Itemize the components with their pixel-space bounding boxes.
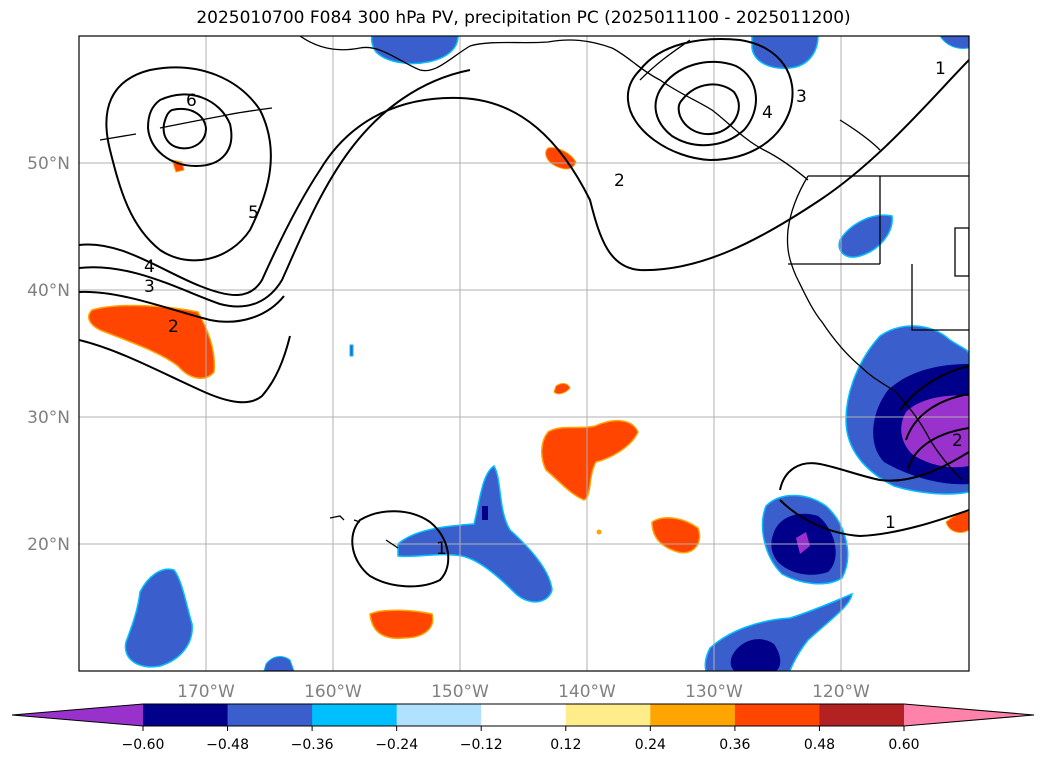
precip-positive-patch	[87, 304, 216, 379]
longitude-labels: 170°W 160°W 150°W 140°W 130°W 120°W	[177, 682, 870, 702]
colorbar-tick-label: −0.12	[460, 737, 503, 753]
colorbar-tick-label: −0.24	[375, 737, 418, 753]
lat-label: 30°N	[27, 408, 70, 428]
colorbar-tick-label: 0.12	[550, 737, 581, 753]
contour-label: 6	[186, 91, 197, 111]
colorbar-segment	[396, 704, 482, 726]
colorbar-segment	[650, 704, 736, 726]
contour-label: 2	[614, 171, 625, 191]
colorbar-segment	[143, 704, 229, 726]
precip-positive-patch	[945, 511, 969, 533]
precip-negative-patch	[939, 36, 969, 49]
lat-label: 20°N	[27, 535, 70, 555]
colorbar-tick-label: −0.48	[206, 737, 249, 753]
precip-negative-patch	[751, 36, 819, 70]
map-frame	[78, 35, 970, 672]
colorbar-segment	[227, 704, 313, 726]
colorbar-tick-label: 0.48	[804, 737, 835, 753]
colorbar-segment	[481, 704, 567, 726]
colorbar-segment	[312, 704, 398, 726]
contour-label: 4	[762, 103, 773, 123]
contour-label: 1	[436, 539, 447, 559]
colorbar-tick-label: −0.36	[291, 737, 334, 753]
contour-label: 3	[144, 277, 155, 297]
precip-negative-patch	[397, 464, 553, 603]
precip-positive-patch	[553, 383, 571, 395]
colorbar-extend-low	[12, 704, 143, 726]
coastlines	[99, 36, 969, 549]
colorbar-tick-label: 0.60	[888, 737, 919, 753]
contour-label: 4	[144, 257, 155, 277]
precip-positive-patch	[369, 609, 434, 640]
lon-label: 150°W	[431, 682, 489, 702]
precip-negative-patch	[730, 639, 781, 671]
contour-label: 3	[796, 87, 807, 107]
lat-label: 40°N	[27, 281, 70, 301]
gridlines	[79, 36, 969, 671]
contour-label: 5	[248, 203, 259, 223]
lon-label: 130°W	[685, 682, 743, 702]
lon-label: 170°W	[177, 682, 235, 702]
pv-contour-labels: 6 5 4 3 2 1 2 3 4 1 1 2	[144, 59, 963, 559]
colorbar-segment	[819, 704, 905, 726]
colorbar-segment	[734, 704, 820, 726]
colorbar-tick-label: −0.60	[122, 737, 165, 753]
contour-label: 1	[935, 59, 946, 79]
colorbar-tick-label: 0.24	[635, 737, 666, 753]
contour-label: 2	[168, 317, 179, 337]
contour-label: 2	[952, 431, 963, 451]
lon-label: 160°W	[304, 682, 362, 702]
colorbar-tick-label: 0.36	[719, 737, 750, 753]
colorbar-segment	[565, 704, 651, 726]
precip-negative-patch	[124, 568, 193, 668]
lon-label: 120°W	[812, 682, 870, 702]
map-area: 6 5 4 3 2 1 2 3 4 1 1 2	[79, 36, 969, 671]
precip-negative-patch	[263, 656, 295, 671]
lon-label: 140°W	[558, 682, 616, 702]
precip-negative-patch	[901, 395, 969, 468]
contour-label: 1	[885, 513, 896, 533]
colorbar: −0.60 −0.48 −0.36 −0.24 −0.12 0.12 0.24 0.36 0.4…	[11, 703, 1035, 753]
precip-negative-patch	[482, 506, 488, 520]
colorbar-extend-high	[904, 704, 1034, 726]
precip-negative-patch	[796, 532, 810, 554]
latitude-labels: 50°N 40°N 30°N 20°N	[27, 154, 70, 555]
precip-positive-patch	[541, 419, 639, 501]
lat-label: 50°N	[27, 154, 70, 174]
precip-negative-patch	[349, 344, 354, 357]
precip-negative-patch	[838, 214, 893, 258]
pv-contours	[79, 38, 969, 588]
map-title: 2025010700 F084 300 hPa PV, precipitatio…	[196, 8, 851, 28]
